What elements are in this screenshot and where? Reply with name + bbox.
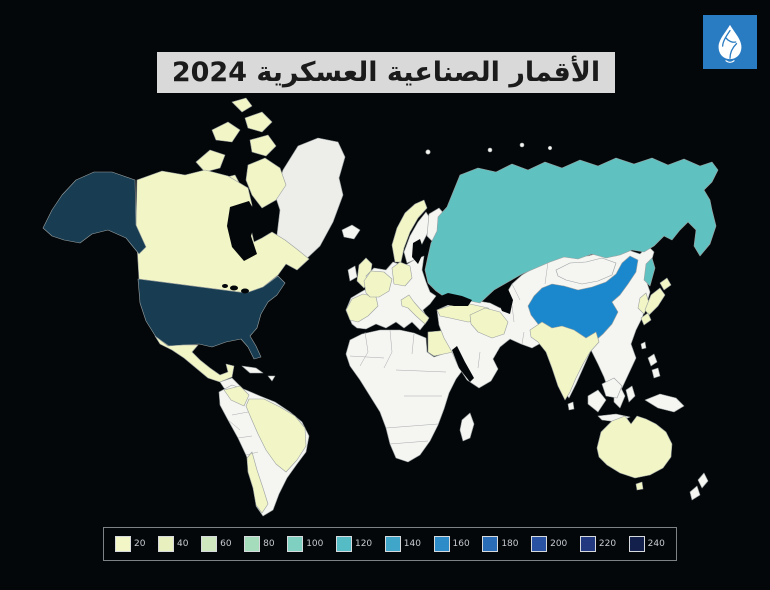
legend-item: 180: [482, 536, 519, 552]
legend-swatch: [433, 536, 450, 552]
legend-label: 80: [263, 538, 275, 549]
caspian-sea: [498, 289, 513, 314]
legend-label: 180: [501, 538, 519, 549]
country-tasmania: [635, 481, 644, 491]
legend-item: 100: [287, 536, 323, 552]
legend-label: 220: [598, 538, 617, 549]
country-mexico: [154, 335, 235, 383]
country-italy: [400, 294, 430, 325]
legend-swatch: [482, 536, 499, 552]
country-iceland: [341, 224, 361, 240]
legend-item: 220: [579, 536, 617, 552]
legend-swatch: [201, 536, 218, 552]
legend-item: 120: [335, 536, 373, 552]
legend-label: 60: [220, 538, 232, 549]
country-philippines: [647, 353, 661, 379]
great-lakes: [222, 284, 249, 294]
al-jazeera-logo-icon: [718, 24, 742, 63]
country-cuba: [241, 365, 264, 374]
country-ireland: [347, 265, 358, 282]
legend-label: 40: [177, 538, 189, 549]
legend-item: 40: [158, 536, 189, 552]
persian-gulf: [497, 349, 512, 360]
country-mongolia: [555, 257, 617, 285]
legend-item: 240: [628, 536, 665, 552]
country-sri-lanka: [567, 401, 575, 411]
baltic-sea: [412, 239, 424, 264]
country-germany: [391, 261, 413, 287]
legend-swatch: [287, 536, 304, 552]
choropleth-legend: 20 40 60 80 100 120 140 160 180 200 220 240: [103, 527, 677, 561]
legend-swatch: [579, 536, 596, 552]
inland-seas: [436, 289, 513, 382]
legend-item: 140: [384, 536, 421, 552]
legend-label: 140: [403, 538, 421, 549]
country-hispaniola: [267, 375, 276, 382]
country-usa-alaska: [42, 171, 147, 255]
legend-swatch: [244, 536, 261, 552]
country-norway: [391, 199, 428, 263]
legend-label: 240: [647, 538, 665, 549]
country-new-guinea: [644, 393, 685, 413]
legend-label: 100: [306, 538, 324, 549]
al-jazeera-logo: [703, 15, 757, 69]
legend-swatch: [115, 536, 131, 552]
country-borders: [227, 261, 549, 456]
country-chile: [246, 451, 269, 514]
country-greenland: [274, 137, 346, 263]
legend-item: 60: [201, 536, 232, 552]
legend-item: 160: [433, 536, 470, 552]
country-colombia: [223, 385, 250, 407]
country-brazil: [245, 398, 307, 473]
legend-item: 20: [115, 536, 145, 552]
legend-item: 200: [531, 536, 567, 552]
infographic-title: الأقمار الصناعية العسكرية 2024: [157, 52, 615, 93]
legend-item: 80: [244, 536, 275, 552]
title-text: الأقمار الصناعية العسكرية 2024: [171, 57, 601, 88]
country-taiwan: [640, 341, 647, 350]
legend-label: 160: [452, 538, 470, 549]
legend-label: 120: [354, 538, 373, 549]
arctic-islands: [425, 142, 553, 155]
hudson-bay: [227, 201, 257, 261]
country-australia: [596, 415, 673, 479]
legend-swatch: [628, 536, 645, 552]
country-russia-sakhalin: [643, 257, 656, 287]
legend-swatch: [531, 536, 548, 552]
red-sea: [452, 346, 474, 382]
country-new-zealand: [689, 472, 709, 501]
country-japan: [640, 277, 672, 326]
legend-label: 20: [134, 538, 146, 549]
country-india: [529, 321, 600, 401]
country-madagascar: [459, 412, 475, 442]
country-usa: [137, 275, 286, 360]
legend-swatch: [335, 536, 352, 552]
legend-swatch: [384, 536, 401, 552]
black-sea: [436, 293, 472, 306]
country-iran: [469, 307, 509, 339]
country-france: [363, 270, 393, 298]
country-indonesia: [587, 377, 636, 423]
legend-label: 200: [550, 538, 568, 549]
legend-swatch: [158, 536, 175, 552]
